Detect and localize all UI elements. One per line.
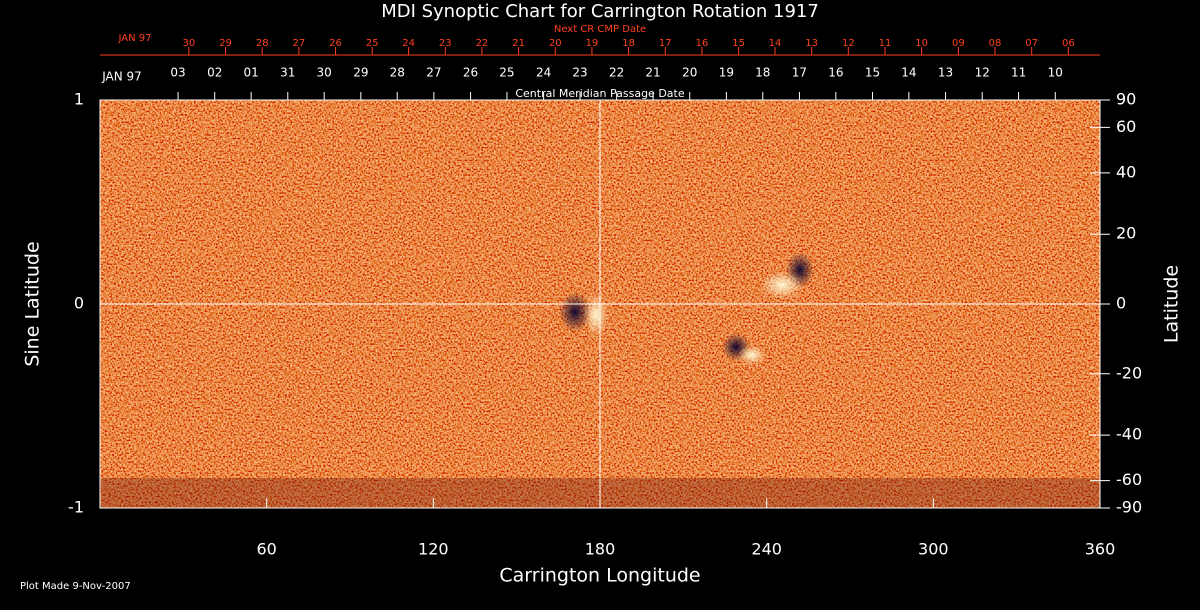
- next-cmp-title: Next CR CMP Date: [554, 24, 646, 35]
- next_cmp-label: 26: [329, 38, 342, 49]
- cmp-label: 24: [536, 66, 551, 80]
- cmp-label: 29: [353, 66, 368, 80]
- next_cmp-label: 15: [732, 38, 745, 49]
- chart-title: MDI Synoptic Chart for Carrington Rotati…: [381, 1, 819, 22]
- next_cmp-label: 14: [769, 38, 782, 49]
- x-tick-label: 60: [256, 540, 276, 559]
- cmp-label: 30: [317, 66, 332, 80]
- next_cmp-label: 27: [293, 38, 306, 49]
- y2-tick-label: 40: [1116, 162, 1136, 181]
- next_cmp-label: 28: [256, 38, 269, 49]
- next-cmp-start: JAN 97: [118, 33, 152, 44]
- x-axis-title: Carrington Longitude: [499, 565, 700, 587]
- x-tick-label: 120: [418, 540, 449, 559]
- next_cmp-label: 08: [989, 38, 1002, 49]
- cmp-label: 03: [170, 66, 185, 80]
- cmp-label: 21: [645, 66, 660, 80]
- y-tick-label: 0: [74, 294, 84, 313]
- region: [559, 292, 591, 332]
- next_cmp-label: 09: [952, 38, 965, 49]
- next_cmp-label: 25: [366, 38, 379, 49]
- next_cmp-label: 06: [1062, 38, 1075, 49]
- y2-axis-title: Latitude: [1161, 265, 1183, 343]
- x-tick-label: 240: [751, 540, 782, 559]
- y2-tick-label: -20: [1116, 363, 1142, 382]
- next_cmp-label: 21: [512, 38, 525, 49]
- region: [738, 345, 766, 365]
- cmp-label: 13: [938, 66, 953, 80]
- next_cmp-label: 11: [879, 38, 892, 49]
- y2-tick-label: 0: [1116, 294, 1126, 313]
- next_cmp-label: 07: [1025, 38, 1038, 49]
- next_cmp-label: 18: [622, 38, 635, 49]
- cmp-label: 15: [865, 66, 880, 80]
- x-tick-label: 180: [585, 540, 616, 559]
- y-axis-title: Sine Latitude: [22, 241, 44, 366]
- cmp-label: 31: [280, 66, 295, 80]
- cmp-label: 23: [572, 66, 587, 80]
- y2-tick-label: 60: [1116, 117, 1136, 136]
- next_cmp-label: 22: [476, 38, 489, 49]
- cmp-label: 26: [463, 66, 478, 80]
- next_cmp-label: 19: [586, 38, 599, 49]
- cmp-label: 11: [1011, 66, 1026, 80]
- cmp-title: Central Meridian Passage Date: [515, 87, 684, 100]
- next_cmp-label: 20: [549, 38, 562, 49]
- cmp-label: 22: [609, 66, 624, 80]
- next_cmp-label: 10: [915, 38, 928, 49]
- y2-tick-label: 20: [1116, 224, 1136, 243]
- y2-tick-label: -40: [1116, 425, 1142, 444]
- cmp-label: 18: [755, 66, 770, 80]
- cmp-label: 25: [499, 66, 514, 80]
- x-tick-label: 300: [918, 540, 949, 559]
- y-tick-label: -1: [68, 498, 84, 517]
- next_cmp-label: 16: [696, 38, 709, 49]
- cmp-label: 12: [975, 66, 990, 80]
- cmp-label: 27: [426, 66, 441, 80]
- next_cmp-label: 30: [183, 38, 196, 49]
- next_cmp-label: 12: [842, 38, 855, 49]
- cmp-label: 14: [901, 66, 916, 80]
- cmp-label: 01: [243, 66, 258, 80]
- next_cmp-label: 13: [805, 38, 818, 49]
- cmp-label: 28: [390, 66, 405, 80]
- cmp-label: 19: [719, 66, 734, 80]
- y-tick-label: 1: [74, 90, 84, 109]
- region: [584, 293, 608, 337]
- cmp-start: JAN 97: [101, 70, 142, 84]
- next_cmp-label: 24: [402, 38, 415, 49]
- cmp-label: 17: [792, 66, 807, 80]
- cmp-label: 20: [682, 66, 697, 80]
- next_cmp-label: 23: [439, 38, 452, 49]
- cmp-label: 16: [828, 66, 843, 80]
- y2-tick-label: 90: [1116, 90, 1136, 109]
- next_cmp-label: 17: [659, 38, 672, 49]
- y2-tick-label: -90: [1116, 498, 1142, 517]
- y2-tick-label: -60: [1116, 470, 1142, 489]
- next_cmp-label: 29: [219, 38, 232, 49]
- cmp-label: 10: [1048, 66, 1063, 80]
- footnote: Plot Made 9-Nov-2007: [20, 581, 131, 592]
- region: [760, 271, 804, 299]
- cmp-label: 02: [207, 66, 222, 80]
- x-tick-label: 360: [1085, 540, 1116, 559]
